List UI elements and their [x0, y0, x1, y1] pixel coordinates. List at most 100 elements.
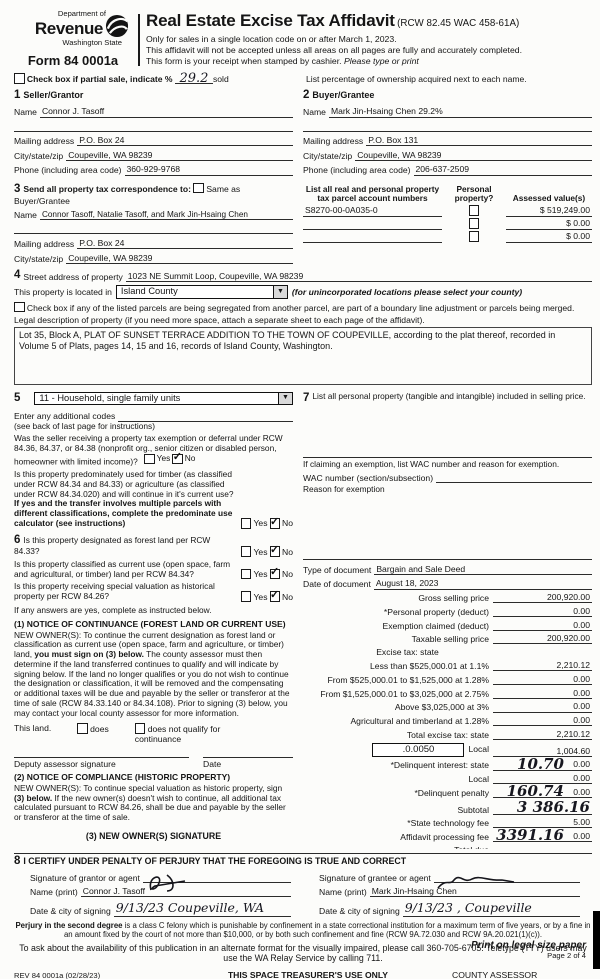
total-excise-state-value[interactable]: 2,210.12: [493, 729, 592, 740]
personal-property-checkbox[interactable]: [468, 218, 480, 229]
grantee-date-city-field[interactable]: 9/13/23 , Coupeville: [402, 900, 580, 917]
timber-no-checkbox[interactable]: [269, 516, 280, 529]
correspondence-name-line-2[interactable]: [14, 223, 293, 235]
gross-selling-price-value[interactable]: 200,920.00: [493, 592, 592, 604]
date-of-document-field[interactable]: August 18, 2023: [373, 578, 592, 590]
does-checkbox[interactable]: [77, 723, 88, 734]
personal-property-checkbox[interactable]: [468, 231, 480, 242]
excise-tax-state-heading: Excise tax: state: [376, 647, 439, 658]
buyer-name-field[interactable]: Mark Jin-Hsaing Chen 29.2%: [328, 106, 592, 118]
grantor-print-name-field[interactable]: Connor J. Tasoff: [80, 886, 291, 898]
exemption-note: If claiming an exemption, list WAC numbe…: [303, 459, 560, 470]
personal-property-checkbox[interactable]: [468, 205, 480, 216]
additional-codes-field[interactable]: [118, 412, 293, 422]
deputy-assessor-signature-field[interactable]: Deputy assessor signature: [14, 756, 189, 769]
buyer-mailing-field[interactable]: P.O. Box 131: [366, 135, 592, 147]
tier-3-value[interactable]: 0.00: [493, 688, 592, 699]
historic-yes-checkbox[interactable]: [240, 591, 252, 602]
county-assessor-label: COUNTY ASSESSOR: [452, 969, 538, 979]
legal-description-field[interactable]: Lot 35, Block A, PLAT OF SUNSET TERRACE …: [14, 326, 592, 385]
historic-no-checkbox[interactable]: [269, 589, 280, 602]
buyer-name-line-2[interactable]: [303, 121, 592, 132]
buyer-heading: Buyer/Grantee: [312, 90, 375, 101]
question-timber: Is this property predominately used for …: [14, 469, 293, 529]
tier-1-value[interactable]: 2,210.12: [493, 660, 592, 672]
chevron-down-icon[interactable]: ▼: [272, 285, 287, 298]
seller-mailing-field[interactable]: P.O. Box 24: [77, 135, 293, 147]
assessed-value-field[interactable]: $ 519,249.00: [506, 204, 592, 218]
delinquent-interest-handwritten: 10.70: [517, 754, 564, 773]
reason-for-exemption-field[interactable]: [303, 495, 592, 553]
assessed-value-field[interactable]: $ 0.00: [506, 230, 592, 244]
grantee-print-name-field[interactable]: Mark Jin-Hsaing Chen: [369, 886, 580, 898]
question-historic: Is this property receiving special valua…: [14, 582, 293, 602]
chevron-down-icon[interactable]: ▼: [278, 392, 292, 405]
does-not-checkbox[interactable]: [134, 723, 146, 734]
local-rate-box[interactable]: .0.0050: [372, 742, 465, 757]
taxable-selling-price-value[interactable]: 200,920.00: [493, 633, 592, 645]
personal-property-list-field[interactable]: [303, 405, 592, 459]
deputy-date-field[interactable]: Date: [203, 756, 293, 769]
local-tax-value[interactable]: 1,004.60: [493, 746, 592, 757]
treasurer-use-label: THIS SPACE TREASURER'S USE ONLY: [227, 969, 389, 979]
parcel-number-field[interactable]: [303, 217, 442, 231]
delinquent-local-value[interactable]: 0.00: [493, 773, 592, 785]
this-land-row: This land. does does not qualify for con…: [14, 723, 221, 745]
use-code-dropdown[interactable]: 11 - Household, single family units ▼: [34, 391, 293, 406]
correspondence-mailing-field[interactable]: P.O. Box 24: [77, 238, 293, 250]
personal-property-list-label: List all personal property (tangible and…: [312, 390, 586, 401]
current-use-no-checkbox[interactable]: [269, 566, 280, 580]
header-instructions: Only for sales in a single location code…: [146, 34, 592, 67]
current-use-yes-checkbox[interactable]: [240, 568, 252, 580]
additional-codes-label: Enter any additional codes: [14, 411, 116, 422]
subtotal-value[interactable]: 3 386.16: [493, 799, 592, 815]
state-technology-fee-value[interactable]: 5.00: [493, 817, 592, 829]
section-tax: 7 List all personal property (tangible a…: [303, 389, 592, 849]
wac-number-field[interactable]: [436, 473, 592, 484]
parcel-number-field[interactable]: S8270-00-0A035-0: [303, 204, 442, 218]
parcel-number-field[interactable]: [303, 230, 442, 244]
delinquent-interest-value[interactable]: 10.70 0.00: [493, 754, 592, 773]
correspondence-name-field[interactable]: Connor Tasoff, Natalie Tasoff, and Mark …: [39, 210, 293, 221]
forest-no-checkbox[interactable]: [269, 544, 280, 557]
seller-name-field[interactable]: Connor J. Tasoff: [39, 106, 293, 118]
segregated-checkbox[interactable]: [14, 301, 25, 313]
tier-agricultural-value[interactable]: 0.00: [493, 715, 592, 727]
affidavit-processing-fee-value[interactable]: 3391.16 0.00: [493, 828, 592, 843]
buyer-phone-field[interactable]: 206-637-2509: [413, 164, 592, 176]
grantee-signature-field[interactable]: [433, 872, 580, 889]
form-header: Department of Revenue Washington State F…: [14, 9, 592, 68]
agency-sub-label: Washington State: [62, 38, 122, 47]
forest-yes-checkbox[interactable]: [240, 546, 252, 557]
deferral-no-checkbox[interactable]: [172, 451, 183, 465]
grantor-date-city-field[interactable]: 9/13/23 Coupeville, WA: [113, 900, 291, 917]
partial-sale-percent[interactable]: 29.2: [179, 71, 209, 87]
assessed-value-field[interactable]: $ 0.00: [506, 217, 592, 231]
personal-property-deduct-value[interactable]: 0.00: [493, 606, 592, 617]
county-dropdown[interactable]: Island County ▼: [115, 284, 288, 299]
tier-4-value[interactable]: 0.00: [493, 701, 592, 713]
same-as-buyer-checkbox[interactable]: [193, 182, 204, 194]
exemption-claimed-deduct-value[interactable]: 0.00: [493, 620, 592, 631]
seller-phone-field[interactable]: 360-929-9768: [124, 164, 293, 176]
if-yes-note: If any answers are yes, complete as inst…: [14, 604, 212, 615]
street-address-label: Street address of property: [23, 272, 123, 283]
seller-name-line-2[interactable]: [14, 121, 293, 132]
type-of-document-field[interactable]: Bargain and Sale Deed: [374, 564, 592, 575]
partial-sale-checkbox[interactable]: [14, 73, 25, 84]
buyer-city-field[interactable]: Coupeville, WA 98239: [355, 150, 592, 161]
seller-city-field[interactable]: Coupeville, WA 98239: [66, 150, 293, 161]
timber-yes-checkbox[interactable]: [240, 518, 252, 529]
perjury-note: Perjury in the second degree is a class …: [15, 920, 591, 940]
correspondence-city-field[interactable]: Coupeville, WA 98239: [66, 253, 293, 264]
deferral-yes-checkbox[interactable]: [144, 453, 155, 465]
question-current-use: Is this property classified as current u…: [14, 559, 293, 580]
delinquent-penalty-value[interactable]: 160.74 0.00: [493, 783, 592, 798]
legal-description-label: Legal description of property (if you ne…: [14, 315, 425, 326]
street-address-field[interactable]: 1023 NE Summit Loop, Coupeville, WA 9823…: [125, 271, 592, 283]
tier-2-value[interactable]: 0.00: [493, 674, 592, 686]
partial-sale-label: Check box if partial sale, indicate %: [26, 74, 173, 85]
grantor-signature-field[interactable]: [142, 872, 291, 892]
